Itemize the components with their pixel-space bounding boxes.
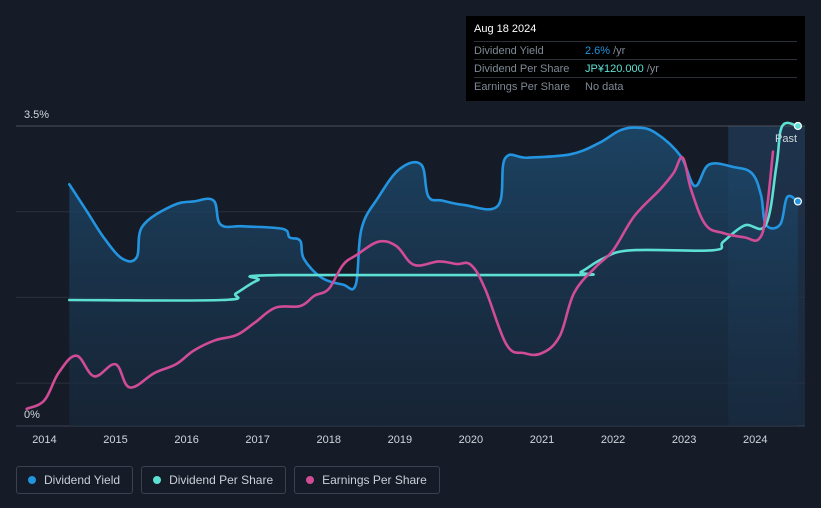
tooltip-label: Earnings Per Share <box>474 80 570 93</box>
legend-dividend-yield[interactable]: Dividend Yield <box>16 466 134 494</box>
tooltip-value: JP¥120.000 <box>585 62 644 75</box>
tooltip-unit: /yr <box>646 62 659 75</box>
tooltip-label: Dividend Yield <box>474 44 544 57</box>
tooltip-row-dividend-yield: Dividend Yield 2.6% /yr <box>474 41 797 59</box>
dividend-per-share-endpoint <box>793 121 802 131</box>
x-tick-label: 2018 <box>317 434 341 446</box>
chart-tooltip: Aug 18 2024 Dividend Yield 2.6% /yr Divi… <box>466 16 805 101</box>
legend-label: Dividend Yield <box>44 473 121 487</box>
tooltip-unit: /yr <box>613 44 626 57</box>
legend-dot-dividend-yield <box>28 476 36 484</box>
past-label: Past <box>775 133 797 145</box>
x-tick-label: 2014 <box>32 434 56 446</box>
x-tick-label: 2022 <box>601 434 625 446</box>
dividend-yield-line <box>68 126 800 291</box>
tooltip-date: Aug 18 2024 <box>474 23 537 35</box>
x-tick-label: 2017 <box>245 434 269 446</box>
legend-label: Dividend Per Share <box>169 473 274 487</box>
y-tick-label-top: 3.5% <box>24 109 49 121</box>
x-tick-label: 2019 <box>388 434 412 446</box>
chart-legend: Dividend Yield Dividend Per Share Earnin… <box>16 466 440 494</box>
legend-dot-earnings-per-share <box>306 476 315 484</box>
x-tick-label: 2015 <box>103 434 127 446</box>
tooltip-label: Dividend Per Share <box>474 62 570 75</box>
x-tick-label: 2021 <box>530 434 554 446</box>
x-tick-label: 2023 <box>672 434 696 446</box>
x-tick-label: 2024 <box>743 434 767 446</box>
tooltip-row-dividend-per-share: Dividend Per Share JP¥120.000 /yr <box>474 59 797 77</box>
tooltip-value: No data <box>585 80 624 93</box>
dividend-per-share-line <box>68 121 800 302</box>
tooltip-value: 2.6% <box>585 44 611 57</box>
legend-dividend-per-share[interactable]: Dividend Per Share <box>141 466 287 494</box>
legend-earnings-per-share[interactable]: Earnings Per Share <box>294 466 440 494</box>
earnings-per-share-line <box>25 150 775 411</box>
tooltip-row-earnings-per-share: Earnings Per Share No data <box>474 77 797 95</box>
dividend-yield-endpoint <box>793 197 802 206</box>
legend-dot-dividend-per-share <box>153 476 162 484</box>
dividend-yield-area <box>69 127 798 426</box>
legend-label: Earnings Per Share <box>322 473 427 487</box>
y-tick-label-bottom: 0% <box>24 409 40 421</box>
x-tick-label: 2020 <box>459 434 483 446</box>
x-tick-label: 2016 <box>174 434 198 446</box>
